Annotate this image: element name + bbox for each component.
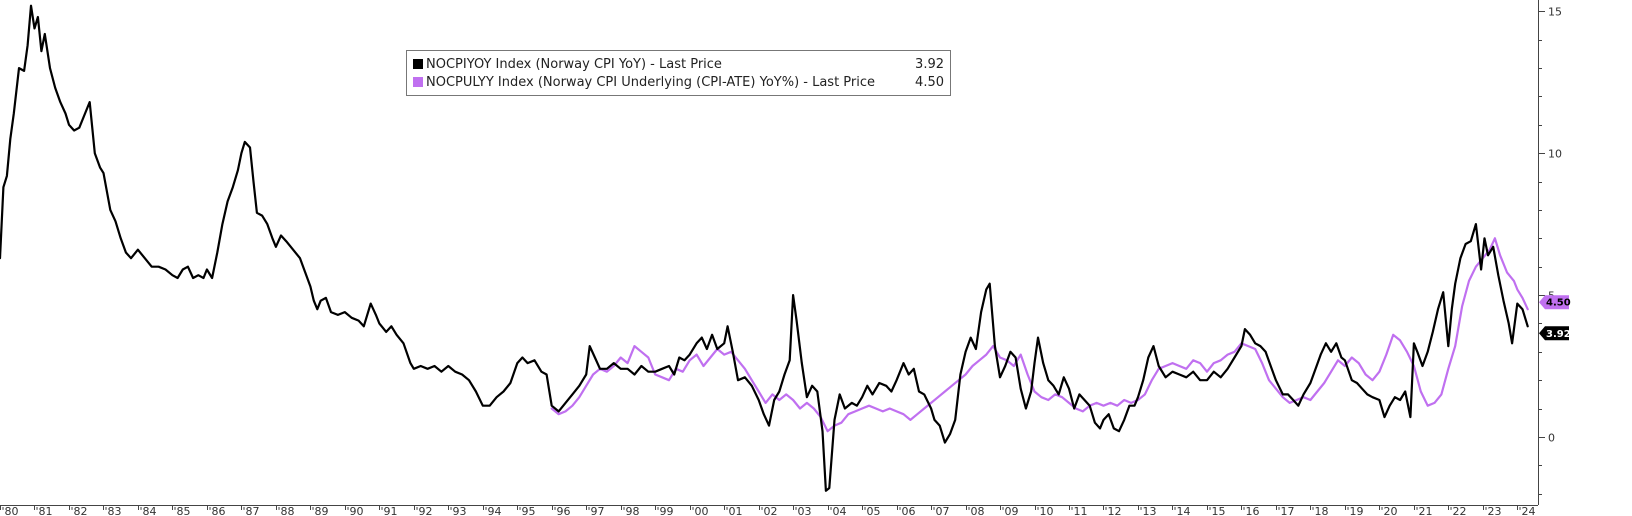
x-tick-label: '98	[623, 505, 640, 516]
legend-label-underlying: NOCPULYY Index (Norway CPI Underlying (C…	[426, 75, 876, 90]
x-axis: '80 '81 '82 '83 '84 '85 '86 '87 '88 '89 '90 '91 '92 '…	[0, 505, 1538, 516]
last-price-tags: 4.50 3.92	[1539, 295, 1571, 341]
y-tick-label: 10	[1548, 148, 1562, 161]
x-tick-label: '21	[1416, 505, 1433, 516]
x-tick-label: '11	[1071, 505, 1088, 516]
last-price-tag-underlying: 4.50	[1539, 295, 1571, 310]
x-tick-label: '05	[864, 505, 881, 516]
x-tick-label: '86	[209, 505, 226, 516]
legend-swatch-underlying	[413, 77, 423, 87]
x-tick-label: '81	[36, 505, 53, 516]
legend-entry-underlying: NOCPULYY Index (Norway CPI Underlying (C…	[413, 74, 875, 92]
last-price-tag-cpi-shape	[1539, 326, 1569, 341]
x-tick-label: '82	[71, 505, 88, 516]
x-tick-label: '88	[278, 505, 295, 516]
x-tick-label: '89	[312, 505, 329, 516]
x-tick-label: '19	[1347, 505, 1364, 516]
x-tick-label: '84	[140, 505, 157, 516]
x-tick-label: '87	[243, 505, 260, 516]
x-tick-label: '85	[174, 505, 191, 516]
x-tick-label: '92	[416, 505, 433, 516]
x-tick-label: '04	[830, 505, 847, 516]
x-tick-label: '17	[1278, 505, 1295, 516]
x-tick-label: '14	[1174, 505, 1191, 516]
x-tick-label: '97	[588, 505, 605, 516]
legend-entry-cpi: NOCPIYOY Index (Norway CPI YoY) - Last P…	[413, 56, 722, 74]
series-layer	[0, 4, 1529, 492]
last-price-tag-cpi-label: 3.92	[1546, 329, 1571, 340]
legend-swatch-cpi	[413, 59, 423, 69]
x-tick-label: '03	[795, 505, 812, 516]
x-tick-label: '83	[105, 505, 122, 516]
x-tick-label: '93	[450, 505, 467, 516]
x-tick-label: '24	[1519, 505, 1536, 516]
y-axis: 051015	[1538, 0, 1562, 505]
x-tick-label: '94	[485, 505, 502, 516]
legend-value-cpi: 3.92	[915, 57, 944, 72]
x-tick-label: '12	[1105, 505, 1122, 516]
x-tick-label: '20	[1381, 505, 1398, 516]
legend-label-cpi: NOCPIYOY Index (Norway CPI YoY) - Last P…	[426, 57, 722, 72]
x-tick-label: '96	[554, 505, 571, 516]
x-tick-label: '09	[1002, 505, 1019, 516]
legend-value-underlying: 4.50	[915, 75, 944, 90]
x-tick-label: '08	[968, 505, 985, 516]
x-tick-label: '90	[347, 505, 364, 516]
y-tick-label: 0	[1548, 432, 1555, 445]
last-price-tag-underlying-label: 4.50	[1546, 298, 1571, 309]
x-tick-label: '07	[933, 505, 950, 516]
x-tick-label: '15	[1209, 505, 1226, 516]
x-tick-label: '13	[1140, 505, 1157, 516]
x-tick-label: '02	[761, 505, 778, 516]
x-tick-label: '06	[899, 505, 916, 516]
x-tick-label: '22	[1450, 505, 1467, 516]
x-tick-label: '01	[726, 505, 743, 516]
last-price-tag-cpi: 3.92	[1539, 326, 1571, 341]
x-tick-label: '99	[657, 505, 674, 516]
x-tick-label: '10	[1037, 505, 1054, 516]
series-line-cpi	[0, 4, 1529, 492]
x-tick-label: '16	[1243, 505, 1260, 516]
series-line-underlying	[550, 237, 1529, 433]
x-tick-label: '00	[692, 505, 709, 516]
x-tick-label: '91	[381, 505, 398, 516]
last-price-tag-underlying-shape	[1539, 295, 1569, 310]
x-tick-label: '23	[1485, 505, 1502, 516]
x-tick-label: '80	[2, 505, 19, 516]
chart-legend: NOCPIYOY Index (Norway CPI YoY) - Last P…	[406, 50, 951, 96]
x-tick-label: '18	[1312, 505, 1329, 516]
x-tick-label: '95	[519, 505, 536, 516]
y-tick-label: 15	[1548, 6, 1562, 19]
